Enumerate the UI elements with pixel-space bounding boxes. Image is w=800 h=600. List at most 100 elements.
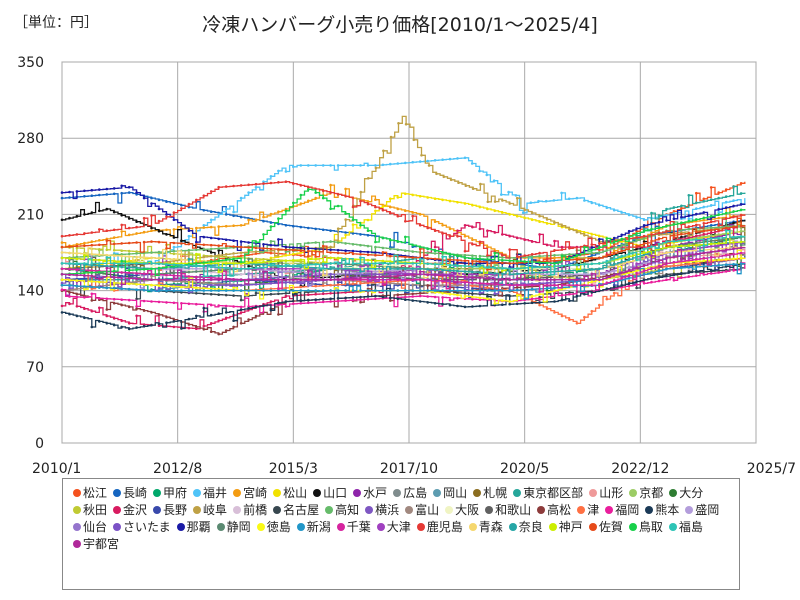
data-point: [560, 275, 564, 278]
data-point: [336, 272, 340, 276]
data-point: [441, 158, 444, 161]
data-point: [441, 232, 444, 235]
data-point: [389, 282, 392, 285]
data-point: [165, 321, 168, 325]
data-point: [418, 294, 422, 298]
data-point: [180, 302, 183, 305]
data-point: [277, 301, 280, 305]
data-point: [515, 255, 519, 258]
data-point: [75, 233, 79, 236]
data-point: [478, 254, 482, 258]
data-point: [620, 247, 623, 251]
data-point: [530, 253, 534, 256]
data-point: [426, 289, 430, 292]
data-point: [135, 262, 138, 265]
data-point: [433, 229, 437, 232]
data-point: [553, 283, 556, 287]
data-point: [314, 191, 318, 194]
legend-marker-icon: [416, 523, 425, 531]
data-point: [165, 265, 168, 269]
data-point: [396, 297, 400, 301]
legend-marker-icon: [668, 523, 677, 531]
data-point: [60, 283, 64, 287]
data-point: [521, 211, 525, 215]
data-point: [553, 275, 556, 279]
legend-item: 横浜: [365, 502, 399, 519]
data-point: [359, 270, 362, 273]
data-point: [635, 227, 638, 230]
data-point: [299, 254, 303, 257]
data-point: [486, 207, 489, 211]
data-point: [381, 208, 385, 212]
data-point: [374, 294, 377, 298]
data-point: [105, 264, 109, 268]
data-point: [404, 220, 407, 223]
data-point: [433, 291, 437, 294]
data-point: [329, 297, 332, 301]
data-point: [98, 286, 101, 289]
data-point: [209, 265, 213, 269]
data-point: [75, 279, 79, 282]
data-point: [187, 242, 191, 246]
data-point: [351, 249, 355, 253]
data-point: [112, 236, 116, 239]
data-point: [209, 322, 213, 325]
data-point: [366, 258, 370, 262]
data-point: [568, 278, 571, 282]
data-point: [501, 267, 504, 270]
data-point: [680, 232, 683, 236]
data-point: [463, 270, 467, 273]
data-point: [515, 236, 519, 240]
data-point: [195, 252, 198, 256]
data-point: [336, 297, 340, 300]
data-point: [560, 283, 564, 287]
data-point: [687, 194, 691, 197]
data-point: [224, 329, 228, 332]
data-point: [90, 194, 94, 197]
data-point: [329, 251, 332, 254]
data-point: [284, 250, 288, 253]
data-point: [247, 183, 250, 187]
data-point: [90, 211, 94, 214]
data-point: [75, 252, 79, 255]
data-point: [426, 159, 430, 163]
data-point: [351, 223, 355, 226]
data-point: [590, 262, 594, 266]
data-point: [344, 212, 347, 215]
data-point: [530, 283, 534, 287]
data-point: [739, 256, 743, 260]
data-point: [359, 243, 362, 247]
data-point: [650, 277, 653, 280]
legend-label: 盛岡: [695, 503, 720, 517]
data-point: [702, 259, 706, 263]
data-point: [329, 283, 332, 287]
data-point: [590, 251, 594, 255]
data-point: [732, 221, 735, 225]
legend-marker-icon: [588, 523, 597, 531]
data-point: [426, 196, 430, 199]
data-point: [732, 204, 735, 208]
data-point: [374, 205, 377, 209]
data-point: [657, 237, 661, 240]
data-point: [501, 199, 504, 202]
data-point: [471, 297, 474, 301]
data-point: [180, 239, 183, 242]
data-point: [583, 259, 586, 263]
data-point: [404, 122, 408, 126]
data-point: [150, 251, 153, 254]
data-point: [321, 300, 325, 304]
data-point: [448, 289, 452, 292]
data-point: [665, 274, 668, 278]
data-point: [269, 260, 273, 263]
data-point: [620, 283, 623, 287]
legend-label: 広島: [403, 486, 428, 500]
data-point: [448, 234, 452, 238]
data-point: [314, 266, 318, 270]
data-point: [389, 267, 392, 271]
legend-item: さいたま: [113, 519, 171, 536]
data-point: [545, 287, 549, 290]
data-point: [142, 272, 146, 276]
data-point: [254, 252, 258, 255]
data-point: [359, 295, 362, 299]
data-point: [172, 249, 176, 253]
